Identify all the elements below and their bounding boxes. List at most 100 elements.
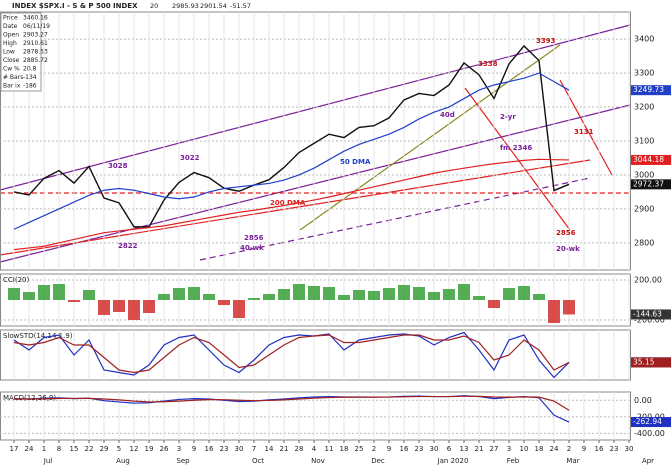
panel-frame	[0, 391, 631, 441]
x-tick-label: 9	[582, 445, 586, 453]
x-tick-label: 17	[10, 445, 19, 453]
annotation: 40-wk	[240, 244, 264, 252]
trend-lines	[0, 24, 631, 263]
x-tick-label: 4	[312, 445, 317, 453]
header-field: -51.57	[230, 2, 251, 10]
last-value-label: 2972.37	[633, 179, 664, 188]
annotation: 2822	[118, 242, 138, 250]
chart-title: INDEX $SPX.I - S & P 500 INDEX	[12, 2, 138, 10]
annotation: fm 2346	[500, 144, 532, 152]
x-tick-label: 6	[447, 445, 452, 453]
annotation: 2-yr	[500, 113, 516, 121]
last-value-label: -262.94	[633, 417, 662, 426]
info-label: Close	[3, 57, 20, 64]
x-tick-label: 24	[550, 445, 559, 453]
histogram-bar	[368, 291, 380, 300]
x-tick-label: 16	[205, 445, 214, 453]
month-label: Mar	[566, 457, 579, 465]
histogram-bar	[503, 288, 515, 300]
x-tick-label: 25	[355, 445, 364, 453]
histogram-bar	[443, 289, 455, 300]
last-value-label: 35.15	[633, 357, 655, 366]
x-tick-label: 9	[387, 445, 391, 453]
last-value-box	[631, 417, 671, 428]
info-value: 2910.61	[23, 40, 48, 47]
x-tick-label: 26	[160, 445, 169, 453]
info-value: 2885.72	[23, 57, 48, 64]
month-label: Oct	[252, 457, 264, 465]
info-label: # Bars	[3, 74, 23, 81]
info-value: -186	[23, 83, 37, 90]
series-line	[13, 331, 570, 379]
info-value: 06/11/19	[23, 23, 50, 30]
histogram-bar	[428, 292, 440, 300]
x-tick-label: 9	[192, 445, 196, 453]
x-tick-label: 1	[42, 445, 46, 453]
series-line	[14, 395, 570, 411]
histogram-bar	[458, 284, 470, 300]
histogram-bar	[398, 285, 410, 300]
histogram-bar	[218, 300, 230, 305]
x-tick-label: 2	[372, 445, 376, 453]
info-label: High	[3, 40, 17, 47]
histogram-bar	[338, 295, 350, 300]
histogram-bar	[98, 300, 110, 315]
header-field: 2985.93	[172, 2, 199, 10]
histogram-bar	[293, 284, 305, 300]
series-line	[13, 158, 570, 251]
x-tick-label: 30	[430, 445, 439, 453]
info-value: 20.8	[23, 66, 37, 73]
trend-line	[199, 177, 591, 261]
histogram-bar	[143, 300, 155, 313]
histogram-bar	[128, 300, 140, 320]
y-tick-label: 3000	[634, 170, 654, 179]
x-tick-label: 2	[567, 445, 571, 453]
series-line	[13, 44, 570, 228]
header-field: 2901.54	[200, 2, 227, 10]
info-value: 3460.16	[23, 15, 48, 22]
info-label: Open	[3, 32, 19, 39]
last-value-label: 3249.73	[633, 85, 664, 94]
histogram-bar	[323, 287, 335, 300]
last-value-box	[631, 154, 671, 165]
annotation: 3131	[574, 128, 594, 136]
x-tick-label: 16	[400, 445, 409, 453]
y-tick-label: 3400	[634, 35, 654, 44]
histogram-bar	[548, 300, 560, 323]
last-value-box	[631, 179, 671, 190]
month-label: Dec	[371, 457, 385, 465]
month-label: Jul	[43, 457, 53, 465]
histogram-bar	[488, 300, 500, 308]
annotation: 3338	[478, 60, 498, 68]
panel-title: CCI(20)	[3, 276, 29, 284]
annotation: 3022	[180, 154, 200, 162]
info-value: -134	[23, 74, 37, 81]
x-tick-label: 19	[145, 445, 154, 453]
month-label: Feb	[507, 457, 520, 465]
x-tick-label: 7	[252, 445, 256, 453]
month-label: Nov	[311, 457, 325, 465]
x-tick-label: 12	[130, 445, 139, 453]
histogram-bar	[413, 287, 425, 300]
y-tick-label: 2800	[634, 238, 654, 247]
x-tick-label: 21	[280, 445, 289, 453]
x-tick-label: 11	[325, 445, 334, 453]
x-tick-label: 30	[625, 445, 634, 453]
last-value-box	[631, 85, 671, 96]
trend-line	[0, 24, 631, 191]
x-tick-label: 23	[220, 445, 229, 453]
panel-title: SlowSTO(14,14,1.9)	[3, 332, 73, 340]
histogram-bar	[233, 300, 245, 318]
last-value-label: 3044.18	[633, 155, 664, 164]
x-tick-label: 18	[535, 445, 544, 453]
x-tick-label: 23	[415, 445, 424, 453]
histogram-bar	[248, 298, 260, 300]
y-tick-label: 3300	[634, 69, 654, 78]
info-label: Cw %	[3, 66, 20, 73]
info-value: 2903.27	[23, 32, 48, 39]
x-tick-label: 3	[507, 445, 511, 453]
panel-frame	[0, 329, 631, 381]
histogram-bar	[68, 300, 80, 302]
